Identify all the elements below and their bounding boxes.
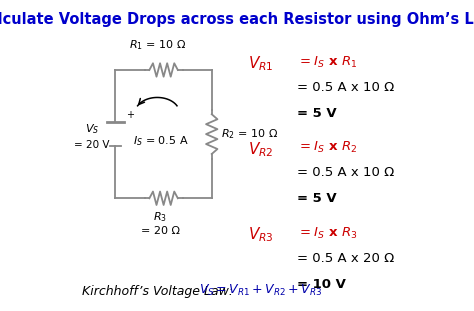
Text: $V_{R3}$: $V_{R3}$ [248, 226, 274, 244]
Text: Calculate Voltage Drops across each Resistor using Ohm’s Law: Calculate Voltage Drops across each Resi… [0, 12, 474, 27]
Text: Kirchhoff’s Voltage Law:: Kirchhoff’s Voltage Law: [82, 285, 234, 298]
Text: $I_S$ = 0.5 A: $I_S$ = 0.5 A [133, 134, 188, 148]
Text: $= I_S$ x $R_3$: $= I_S$ x $R_3$ [297, 226, 357, 241]
Text: $R_2$ = 10 Ω: $R_2$ = 10 Ω [221, 127, 278, 141]
Text: $R_3$: $R_3$ [154, 211, 167, 224]
Text: $V_{R2}$: $V_{R2}$ [248, 140, 273, 159]
Text: $= I_S$ x $R_1$: $= I_S$ x $R_1$ [297, 55, 357, 70]
Text: = 0.5 A x 10 Ω: = 0.5 A x 10 Ω [297, 81, 394, 94]
Text: = 0.5 A x 10 Ω: = 0.5 A x 10 Ω [297, 166, 394, 179]
Text: $R_1$ = 10 Ω: $R_1$ = 10 Ω [129, 38, 186, 52]
Text: = 5 V: = 5 V [297, 192, 337, 205]
Text: = 0.5 A x 20 Ω: = 0.5 A x 20 Ω [297, 252, 394, 265]
Text: +: + [126, 110, 134, 120]
Text: $V_{R1}$: $V_{R1}$ [248, 55, 273, 73]
Text: = 20 Ω: = 20 Ω [141, 226, 180, 236]
Text: = 5 V: = 5 V [297, 107, 337, 120]
Text: $V_S = V_{R1} + V_{R2} + V_{R3}$: $V_S = V_{R1} + V_{R2} + V_{R3}$ [199, 282, 322, 298]
Text: = 10 V: = 10 V [297, 278, 346, 291]
Text: = 20 V: = 20 V [74, 140, 109, 150]
Text: $V_S$: $V_S$ [85, 123, 99, 137]
Text: $= I_S$ x $R_2$: $= I_S$ x $R_2$ [297, 140, 357, 155]
